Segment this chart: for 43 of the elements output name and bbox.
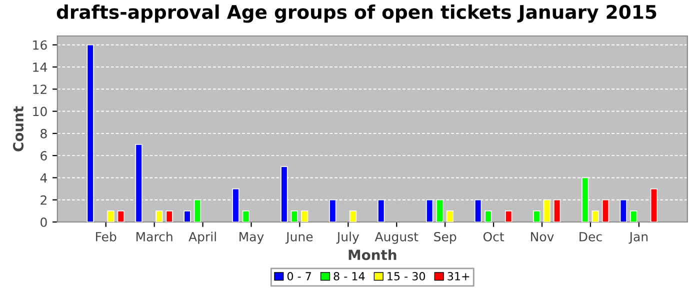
legend-label: 0 - 7: [287, 272, 311, 280]
y-tick-label: 10: [33, 106, 47, 116]
bar: [107, 210, 114, 222]
bar: [242, 210, 250, 222]
bar: [184, 210, 191, 222]
x-tick-label: Dec: [580, 232, 602, 242]
x-tick-label: May: [240, 232, 264, 244]
x-tick-label: Sep: [434, 232, 456, 244]
bar: [156, 210, 163, 222]
bar: [166, 210, 173, 222]
x-tick-label: March: [136, 232, 172, 242]
x-tick-label: August: [374, 232, 418, 244]
bar: [117, 210, 124, 222]
bar: [290, 210, 298, 222]
y-tick-label: 4: [40, 173, 47, 182]
x-tick-label: Oct: [483, 232, 504, 242]
bar: [533, 210, 540, 222]
y-tick-label: 2: [40, 195, 46, 205]
x-tick-label: June: [285, 232, 313, 244]
x-tick-label: Jan: [628, 232, 648, 244]
y-axis-title: Count: [13, 106, 24, 152]
x-axis-title: Month: [348, 249, 396, 260]
legend-label: 8 - 14: [334, 272, 365, 280]
y-tick-label: 8: [40, 128, 47, 138]
bar: [630, 210, 638, 222]
y-tick-label: 14: [33, 62, 47, 72]
bar: [349, 210, 357, 222]
chart-title: drafts-approval Age groups of open tickets January 2015: [56, 4, 656, 23]
y-tick-label: 12: [33, 84, 46, 94]
x-tick-label: July: [336, 232, 360, 244]
y-tick-label: 0: [40, 217, 47, 227]
bar: [446, 210, 454, 222]
bar: [484, 210, 492, 222]
x-tick-label: April: [188, 232, 216, 244]
bar: [505, 210, 512, 222]
bar: [592, 210, 599, 222]
legend-label: 31+: [448, 272, 470, 280]
x-tick-label: Feb: [96, 232, 116, 242]
legend-label: 15 - 30: [388, 272, 426, 280]
bar: [300, 210, 308, 222]
x-tick-label: Nov: [531, 232, 554, 242]
y-tick-label: 6: [40, 151, 47, 160]
y-tick-label: 16: [33, 40, 47, 50]
